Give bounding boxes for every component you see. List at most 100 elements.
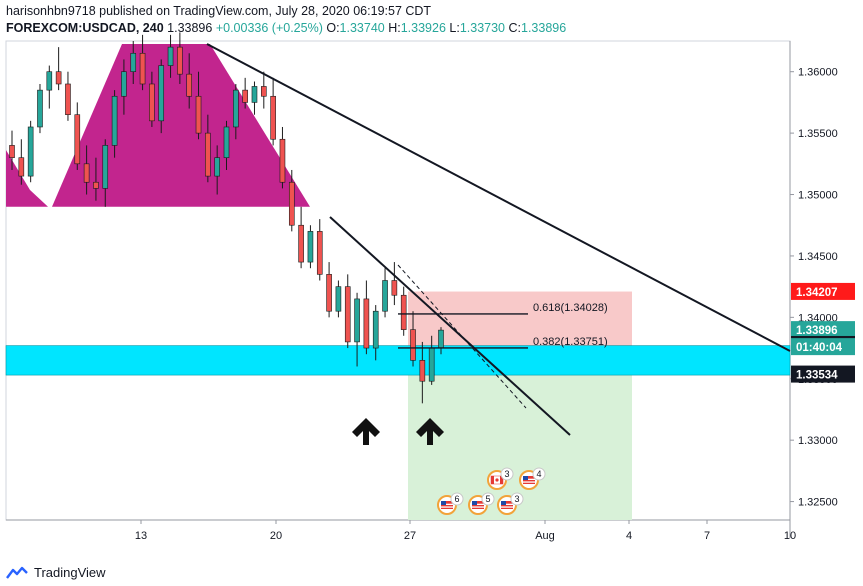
y-tick-label: 1.35500 [798,128,838,140]
candle-body [186,73,192,97]
support-zone [5,345,791,376]
x-tick-label: Aug [535,530,555,542]
close-value: 1.33896 [521,21,567,35]
candle-body [46,71,53,91]
candle-body [279,138,286,183]
candle-body [158,65,165,122]
x-tick-label: 13 [135,530,147,542]
tradingview-logo-icon [6,566,28,579]
candle-body [233,89,239,128]
candle-body [167,46,174,66]
countdown-label: 01:40:04 [796,342,843,354]
price-change: +0.00336 (+0.25%) [215,21,323,35]
x-tick-label: 7 [704,530,710,542]
candle-body [93,181,99,189]
candle-body [18,157,25,177]
candle-body [298,224,304,263]
brand-label: TradingView [34,565,106,580]
candle-body [307,231,314,263]
candle-body [55,71,62,85]
minor-trendline[interactable] [329,216,571,436]
symbol-ohlc-line: FOREXCOM:USDCAD, 240 1.33896 +0.00336 (+… [6,21,567,35]
candle-body [214,157,220,177]
candle-body [316,231,323,275]
pattern-left-shoulder [6,150,48,207]
candle-body [121,71,127,97]
candle-body [344,286,351,343]
candle-body [195,95,202,134]
candle-body [65,83,71,115]
event-count: 5 [485,494,490,504]
y-tick-label: 1.33000 [798,435,838,447]
footer-brand[interactable]: TradingView [6,565,106,580]
y-tick-label: 1.32500 [798,497,838,509]
candle-body [438,329,444,349]
price-tag-green[interactable] [791,321,855,339]
candle-body [177,46,183,75]
symbol-label[interactable]: FOREXCOM:USDCAD, 240 [6,21,164,35]
y-tick-label: 1.35000 [798,190,838,202]
event-count: 6 [454,494,459,504]
candle-body [251,86,258,103]
candle-body [102,145,109,189]
event-count-badge [500,467,514,481]
event-count-badge [481,492,495,506]
candle-body [335,286,342,312]
candle-body [382,280,388,312]
price-tag-dark[interactable] [791,365,855,383]
candle-body [74,114,81,165]
candle-body [270,95,276,140]
event-count: 3 [514,494,519,504]
candle-body [205,132,211,177]
candle-body [27,126,34,177]
candle-body [400,294,407,330]
candle-body [149,83,155,122]
candle-body [242,89,248,103]
fib-label: 0.382(1.33751) [533,336,608,348]
candle-body [372,310,379,349]
y-tick-label: 1.36000 [798,67,838,79]
candle-body [139,52,146,85]
dashed-channel-line[interactable] [397,264,527,409]
pattern-head [52,44,310,207]
candle-body [83,163,90,183]
price-tag-label: 1.33534 [796,370,838,382]
candle-body [354,298,360,343]
candle-body [261,86,267,97]
candle-body [419,360,426,382]
candle-body [130,52,137,73]
candle-body [391,280,398,296]
event-count: 3 [504,469,509,479]
event-count-badge [510,492,524,506]
candle-body [223,126,230,158]
candle-body [9,145,15,158]
x-tick-label: 4 [626,530,632,542]
event-count: 4 [536,469,541,479]
up-arrow-icon [416,418,444,445]
x-tick-label: 20 [270,530,282,542]
price-tag-red[interactable] [791,282,855,300]
candle-body [363,298,370,349]
candle-body [288,181,295,226]
event-count-badge [532,467,546,481]
low-value: 1.33730 [459,21,506,35]
last-price: 1.33896 [167,21,213,35]
open-value: 1.33740 [339,21,385,35]
x-tick-label: 10 [784,530,796,542]
price-tag-label: 1.33896 [796,325,838,337]
candle-body [410,329,416,361]
major-trendline[interactable] [206,43,791,352]
candle-body [111,95,118,146]
published-line: harisonhbn9718 published on TradingView.… [6,4,432,18]
candle-body [37,89,43,128]
event-count-badge [450,492,464,506]
high-value: 1.33926 [400,21,446,35]
countdown-tag [791,338,855,356]
x-tick-label: 27 [404,530,416,542]
y-tick-label: 1.34500 [798,251,838,263]
candle-body [326,274,332,312]
price-tag-label: 1.34207 [796,287,838,299]
up-arrow-icon [352,418,380,445]
fib-label: 0.618(1.34028) [533,302,608,314]
